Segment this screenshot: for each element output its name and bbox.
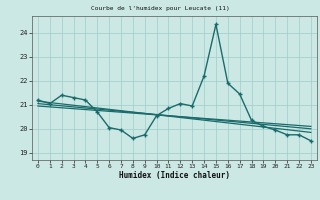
Text: Courbe de l'humidex pour Leucate (11): Courbe de l'humidex pour Leucate (11) (91, 6, 229, 11)
X-axis label: Humidex (Indice chaleur): Humidex (Indice chaleur) (119, 171, 230, 180)
